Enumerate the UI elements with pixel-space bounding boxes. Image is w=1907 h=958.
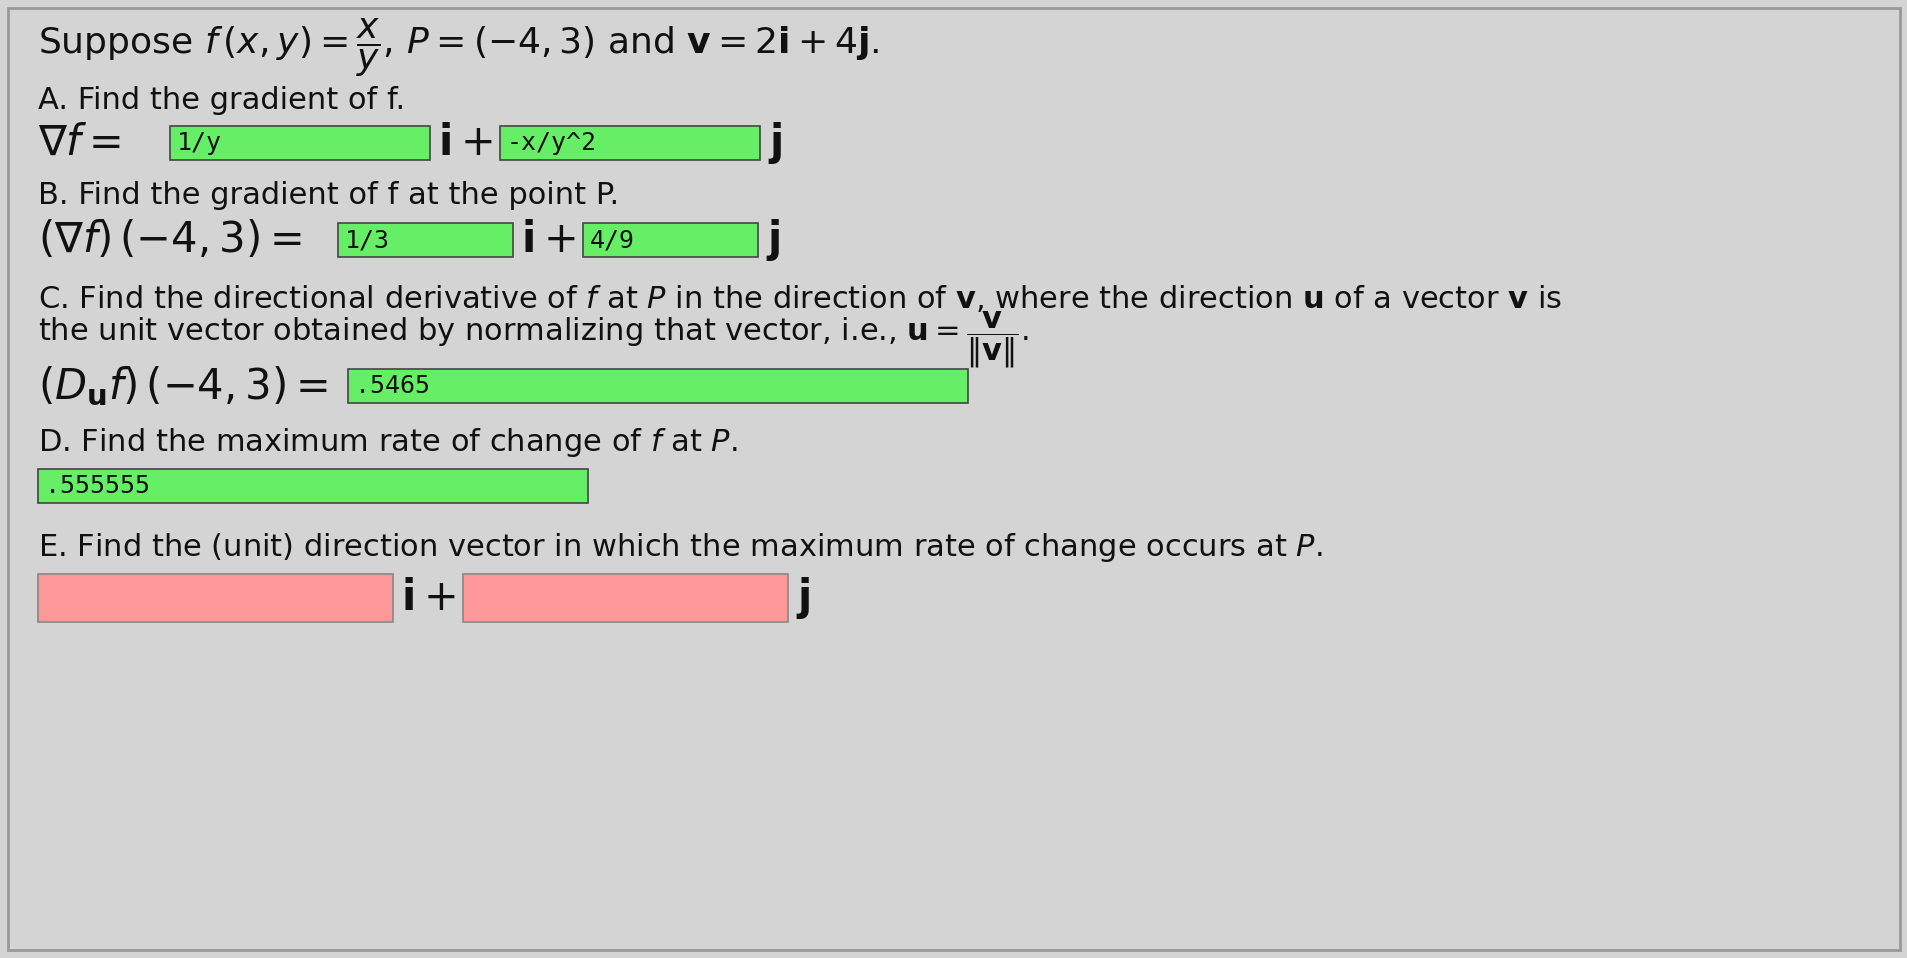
Text: A. Find the gradient of f.: A. Find the gradient of f. xyxy=(38,85,404,115)
Text: 4/9: 4/9 xyxy=(589,228,635,252)
Text: $\mathbf{i}+$: $\mathbf{i}+$ xyxy=(400,577,456,619)
Text: .5465: .5465 xyxy=(355,374,429,398)
Bar xyxy=(38,469,587,503)
Bar xyxy=(347,369,967,403)
Text: $\nabla f = $: $\nabla f = $ xyxy=(38,122,120,164)
Bar xyxy=(463,574,788,622)
Text: $\mathbf{i}+$: $\mathbf{i}+$ xyxy=(521,219,576,261)
Text: C. Find the directional derivative of $f$ at $P$ in the direction of $\mathbf{v}: C. Find the directional derivative of $f… xyxy=(38,283,1562,313)
Text: D. Find the maximum rate of change of $f$ at $P$.: D. Find the maximum rate of change of $f… xyxy=(38,425,738,459)
Text: the unit vector obtained by normalizing that vector, i.e., $\mathbf{u} = \dfrac{: the unit vector obtained by normalizing … xyxy=(38,309,1028,371)
Text: 1/y: 1/y xyxy=(177,131,221,155)
Text: $(\nabla f)\,(-4,3) = $: $(\nabla f)\,(-4,3) = $ xyxy=(38,219,301,261)
Bar xyxy=(338,223,513,257)
Text: E. Find the (unit) direction vector in which the maximum rate of change occurs a: E. Find the (unit) direction vector in w… xyxy=(38,532,1322,564)
Bar xyxy=(500,126,759,160)
Text: $\mathbf{j}$: $\mathbf{j}$ xyxy=(795,575,810,621)
Bar xyxy=(584,223,757,257)
Text: .555555: .555555 xyxy=(46,474,151,498)
Text: 1/3: 1/3 xyxy=(345,228,389,252)
Bar xyxy=(38,574,393,622)
Text: $\mathbf{i}+$: $\mathbf{i}+$ xyxy=(439,122,492,164)
Text: -x/y^2: -x/y^2 xyxy=(507,131,597,155)
Text: $\mathbf{j}$: $\mathbf{j}$ xyxy=(765,217,780,263)
Bar xyxy=(170,126,429,160)
Text: $\mathbf{j}$: $\mathbf{j}$ xyxy=(769,120,782,166)
Text: B. Find the gradient of f at the point P.: B. Find the gradient of f at the point P… xyxy=(38,180,618,210)
Text: $(D_{\mathbf{u}}f)\,(-4,3) = $: $(D_{\mathbf{u}}f)\,(-4,3) = $ xyxy=(38,364,328,407)
Text: Suppose $f\,(x,y) = \dfrac{x}{y},\, P = (-4, 3)$ and $\mathbf{v} = 2\mathbf{i} +: Suppose $f\,(x,y) = \dfrac{x}{y},\, P = … xyxy=(38,17,879,80)
